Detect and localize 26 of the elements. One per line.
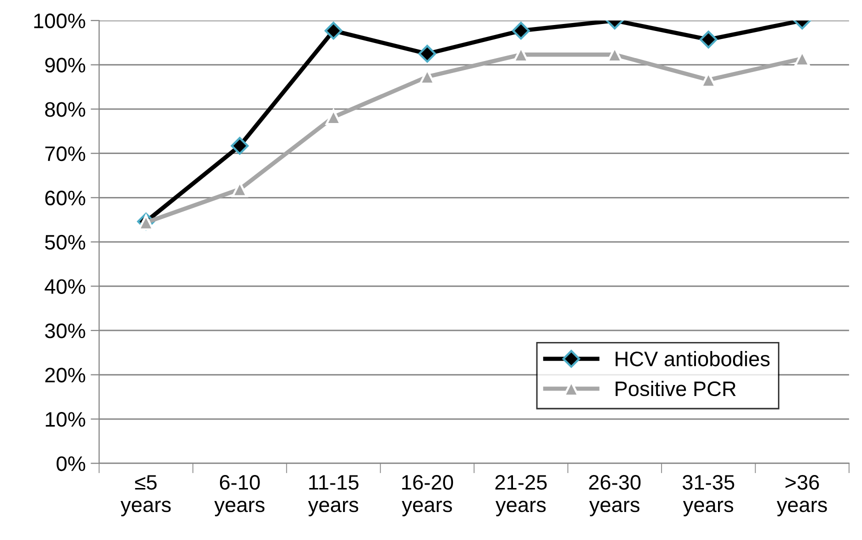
- y-tick-label: 40%: [44, 279, 86, 294]
- y-tick-label: 30%: [45, 323, 86, 338]
- point: [230, 136, 249, 155]
- y-tick-label: 100%: [34, 14, 86, 28]
- point: [700, 30, 718, 48]
- x-tick-label: 11-15 years: [308, 475, 358, 516]
- x-tick-label: >36 years: [776, 474, 827, 516]
- y-tick-label: 90%: [45, 58, 86, 73]
- point: [418, 44, 436, 63]
- legend-label: Positive PCR: [616, 380, 736, 396]
- x-tick-label: 16-20 years: [402, 474, 454, 516]
- x-tick-label: ≤5 years: [120, 475, 171, 516]
- y-tick-label: 80%: [45, 102, 86, 117]
- y-tick-label: 20%: [45, 368, 86, 383]
- x-tick-label: 6-10 years: [214, 474, 264, 516]
- legend-label: HCV antiobodies: [616, 351, 770, 366]
- point: [512, 22, 530, 40]
- x-tick-label: 21-25 years: [495, 474, 547, 516]
- y-tick-label: 70%: [45, 146, 86, 162]
- x-tick-label: 31-35 years: [682, 474, 734, 516]
- point: [324, 22, 342, 40]
- y-tick-label: 10%: [46, 412, 86, 427]
- y-tick-label: 0%: [56, 456, 86, 472]
- y-tick-label: 50%: [45, 234, 86, 250]
- x-tick-label: 26-30 years: [589, 474, 641, 516]
- y-tick-label: 60%: [45, 190, 86, 206]
